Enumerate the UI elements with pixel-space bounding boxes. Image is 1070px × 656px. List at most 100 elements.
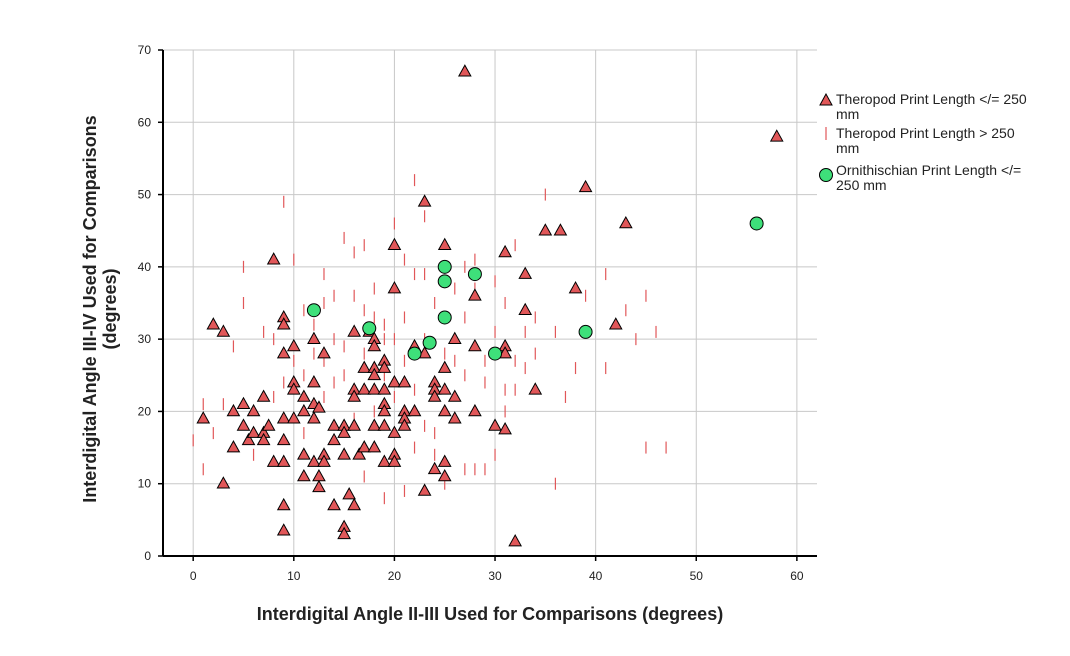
theropod-small-point [518, 266, 533, 279]
theropod-small-point [508, 534, 523, 547]
theropod-small-point [468, 288, 482, 301]
theropod-small-point [498, 346, 512, 359]
theropod-small-point [297, 468, 311, 482]
theropod-small-point [317, 346, 331, 359]
theropod-small-point [297, 447, 311, 460]
legend: Theropod Print Length </= 250 mm Theropo… [819, 91, 1027, 193]
theropod-small-point [276, 497, 291, 511]
legend-label: Theropod Print Length </= 250 [836, 91, 1027, 107]
legend-label: Theropod Print Length > 250 [836, 125, 1015, 141]
theropod-small-point [367, 367, 382, 381]
tick-labels: 0 10 20 30 40 50 60 0 10 20 30 40 50 60 70 [138, 43, 804, 583]
theropod-small-point [347, 324, 362, 337]
legend-entry-ornithischian: Ornithischian Print Length </= 250 mm [819, 162, 1021, 193]
theropod-small-point [261, 418, 276, 431]
theropod-small-point [387, 454, 402, 467]
x-tick-label: 40 [589, 569, 603, 583]
theropod-small-point [307, 454, 321, 467]
theropod-small-point [307, 375, 321, 388]
theropod-small-point [387, 425, 402, 438]
ornithischian-point [437, 274, 452, 289]
legend-label-cont: mm [836, 140, 859, 156]
theropod-small-point [427, 461, 442, 475]
theropod-small-point [347, 389, 362, 402]
theropod-small-point [618, 215, 633, 229]
theropod-small-point [286, 338, 301, 352]
y-axis-title-line-2: (degrees) [100, 268, 120, 349]
y-axis-title-line-1: Interdigital Angle III-IV Used for Compa… [80, 115, 100, 502]
theropod-small-point [578, 179, 593, 193]
theropod-small-point [437, 360, 452, 373]
y-tick-label: 10 [138, 477, 152, 491]
theropod-small-point [241, 432, 256, 446]
theropod-small-point [286, 411, 301, 424]
theropod-small-point [317, 454, 331, 467]
theropod-small-point [437, 454, 452, 467]
theropod-small-point [246, 403, 261, 417]
ornithischian-point [422, 335, 437, 350]
x-axis-title: Interdigital Angle II-III Used for Compa… [257, 604, 723, 624]
theropod-small-point [226, 440, 241, 453]
theropod-small-point [266, 454, 281, 467]
theropod-small-point [367, 418, 382, 431]
theropod-small-point [276, 317, 291, 330]
theropod-small-point [347, 418, 362, 431]
theropod-small-point [568, 281, 583, 294]
theropod-small-point [417, 194, 432, 207]
y-tick-label: 40 [138, 260, 152, 274]
y-tick-label: 0 [144, 549, 151, 563]
theropod-small-point [377, 418, 392, 431]
y-tick-label: 70 [138, 43, 152, 57]
data-points [192, 64, 784, 547]
theropod-small-point [417, 483, 432, 496]
theropod-small-point [528, 382, 543, 395]
theropod-small-point [447, 331, 462, 344]
theropod-small-point [246, 425, 261, 438]
theropod-small-point [397, 418, 412, 431]
axes [158, 49, 817, 561]
theropod-small-point [387, 375, 402, 388]
theropod-small-point [498, 244, 512, 258]
theropod-small-point [307, 411, 321, 424]
theropod-small-point [216, 324, 231, 337]
theropod-small-point [447, 411, 462, 424]
grid-lines [163, 49, 817, 557]
theropod-small-point [387, 281, 402, 294]
theropod-small-point [236, 418, 251, 431]
theropod-small-point [276, 432, 291, 446]
ornithischian-point [467, 267, 482, 282]
ornithischian-point [578, 324, 593, 339]
theropod-small-point [216, 476, 231, 489]
theropod-small-point [327, 497, 341, 511]
x-tick-label: 60 [790, 569, 804, 583]
theropod-small-point [357, 382, 372, 395]
ornithischian-point [437, 259, 452, 274]
theropod-small-point [417, 346, 432, 359]
theropod-small-point [538, 223, 553, 236]
theropod-small-point [226, 403, 241, 417]
theropod-small-point [498, 421, 512, 435]
theropod-small-point [468, 338, 482, 352]
theropod-small-point [608, 317, 623, 330]
theropod-small-point [553, 223, 568, 236]
x-tick-label: 0 [190, 569, 197, 583]
theropod-small-point [357, 440, 372, 453]
ornithischian-point [306, 303, 321, 318]
theropod-small-point [276, 454, 291, 467]
x-tick-label: 30 [488, 569, 502, 583]
theropod-small-point [367, 440, 382, 453]
theropod-small-point [488, 418, 502, 431]
ornithischian-point [749, 216, 764, 231]
ornithischian-point [362, 321, 377, 336]
theropod-small-point [437, 403, 452, 417]
theropod-small-point [352, 447, 367, 460]
legend-entry-theropod-small: Theropod Print Length </= 250 mm [819, 91, 1027, 122]
theropod-small-point [337, 447, 351, 460]
theropod-small-point [377, 403, 392, 417]
theropod-small-point [387, 237, 402, 250]
legend-label-cont: 250 mm [836, 177, 887, 193]
theropod-small-point [377, 454, 392, 467]
theropod-small-point [256, 389, 271, 402]
